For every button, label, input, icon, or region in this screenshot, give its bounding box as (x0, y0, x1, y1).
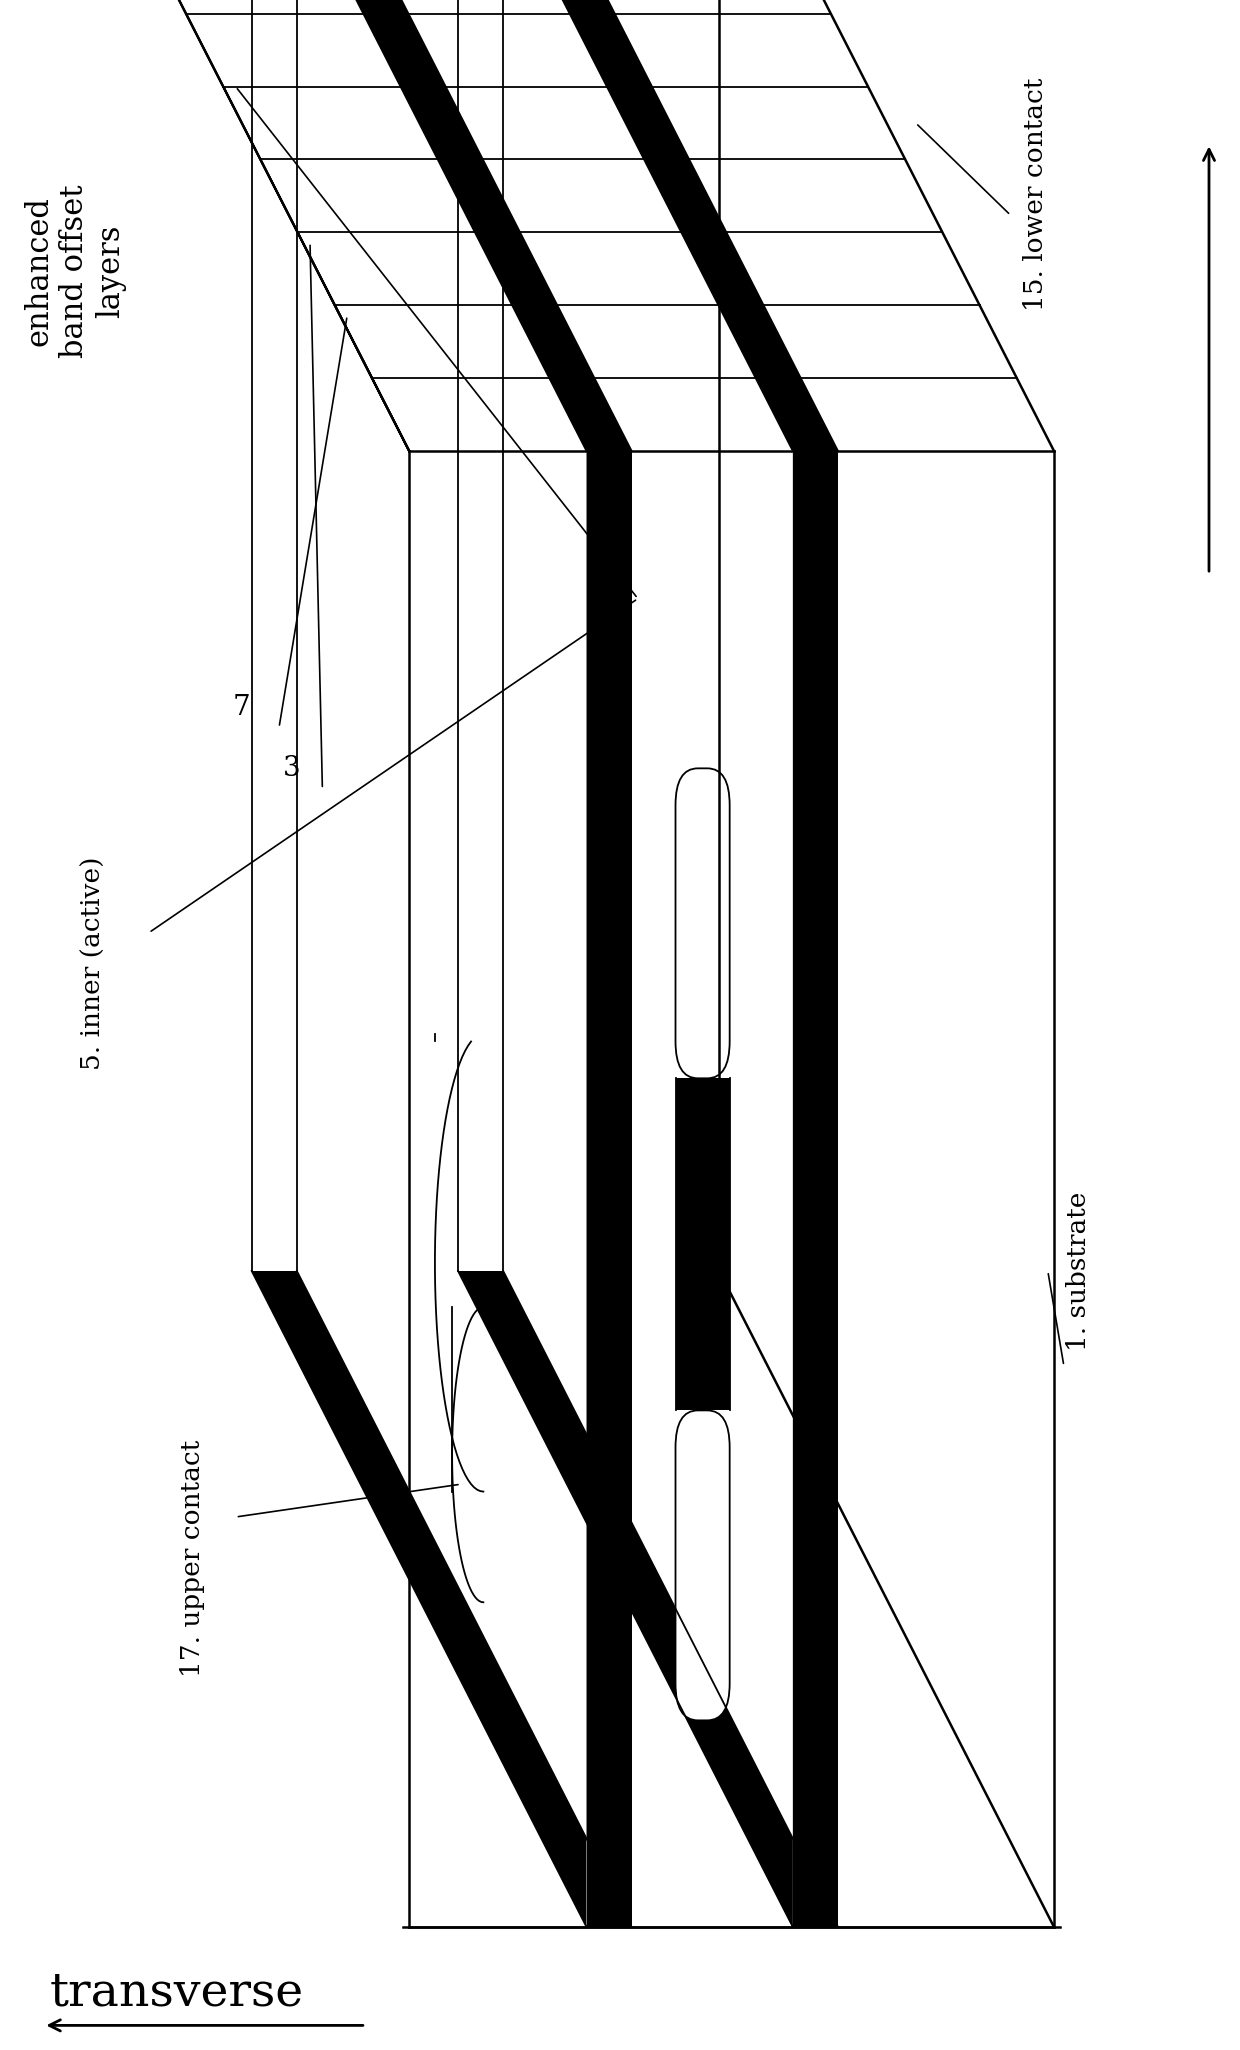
Polygon shape (409, 451, 1054, 1927)
Text: 5. inner (active): 5. inner (active) (81, 857, 105, 1070)
Polygon shape (74, 0, 1054, 451)
Text: enhanced
band offset
layers: enhanced band offset layers (24, 184, 125, 359)
Polygon shape (458, 0, 838, 451)
Text: 3: 3 (283, 754, 300, 783)
Bar (676, 1078, 729, 1410)
Text: 1. substrate: 1. substrate (1066, 1191, 1091, 1351)
Text: 15. lower contact: 15. lower contact (1023, 78, 1048, 312)
FancyBboxPatch shape (676, 769, 729, 1078)
Polygon shape (792, 451, 838, 1927)
Polygon shape (252, 0, 631, 451)
Text: transverse: transverse (50, 1970, 304, 2015)
Text: 9: 9 (693, 1552, 712, 1578)
Polygon shape (719, 0, 1054, 1927)
Text: 9: 9 (693, 910, 712, 937)
Polygon shape (458, 0, 838, 1927)
FancyBboxPatch shape (676, 1410, 729, 1720)
Polygon shape (252, 0, 631, 1927)
Text: 7: 7 (233, 693, 250, 722)
Text: 17. upper contact: 17. upper contact (180, 1439, 205, 1677)
Polygon shape (587, 451, 631, 1927)
